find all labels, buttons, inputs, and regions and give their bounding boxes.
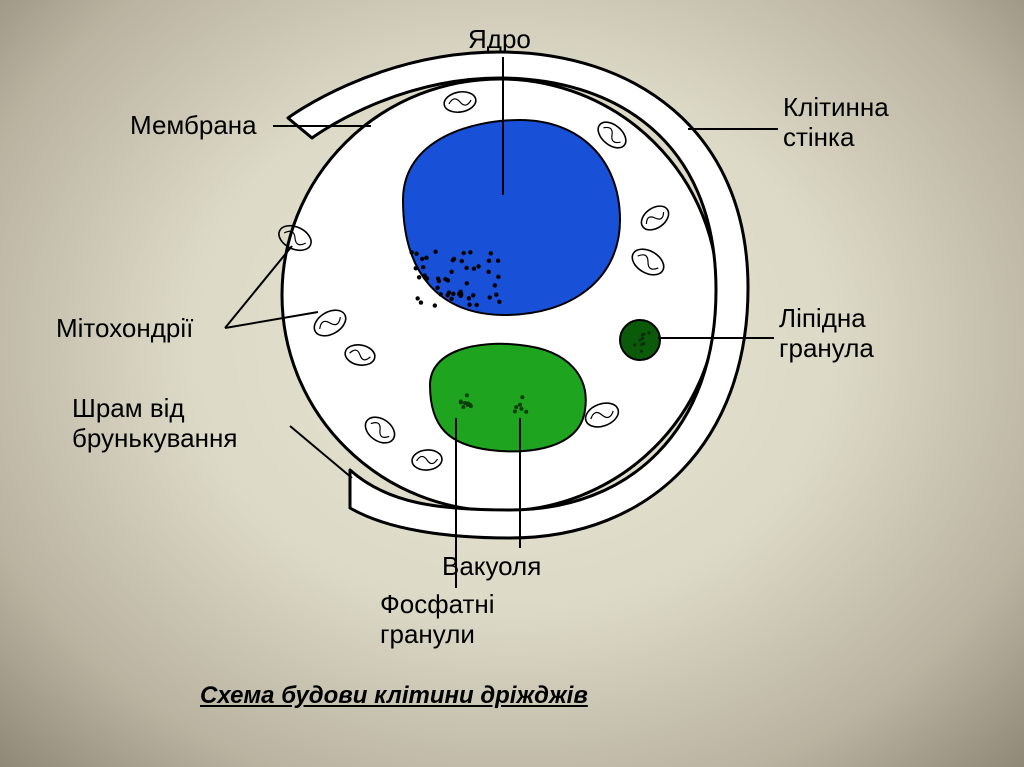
label-nucleus: Ядро [468,25,531,55]
label-bud-scar: Шрам відбрунькування [72,394,237,454]
label-lipid-granule: Ліпіднагранула [779,304,874,364]
label-phosphate-granules: Фосфатнігранули [380,590,495,650]
label-mitochondria: Мітохондрії [56,314,193,344]
label-cell-wall: Клітиннастінка [783,93,889,153]
diagram-stage: Ядро Клітиннастінка Мембрана Ліпіднагран… [0,0,1024,767]
diagram-caption: Схема будови клітини дріжджів [200,682,588,710]
label-membrane: Мембрана [130,111,257,141]
label-vacuole: Вакуоля [442,552,541,582]
